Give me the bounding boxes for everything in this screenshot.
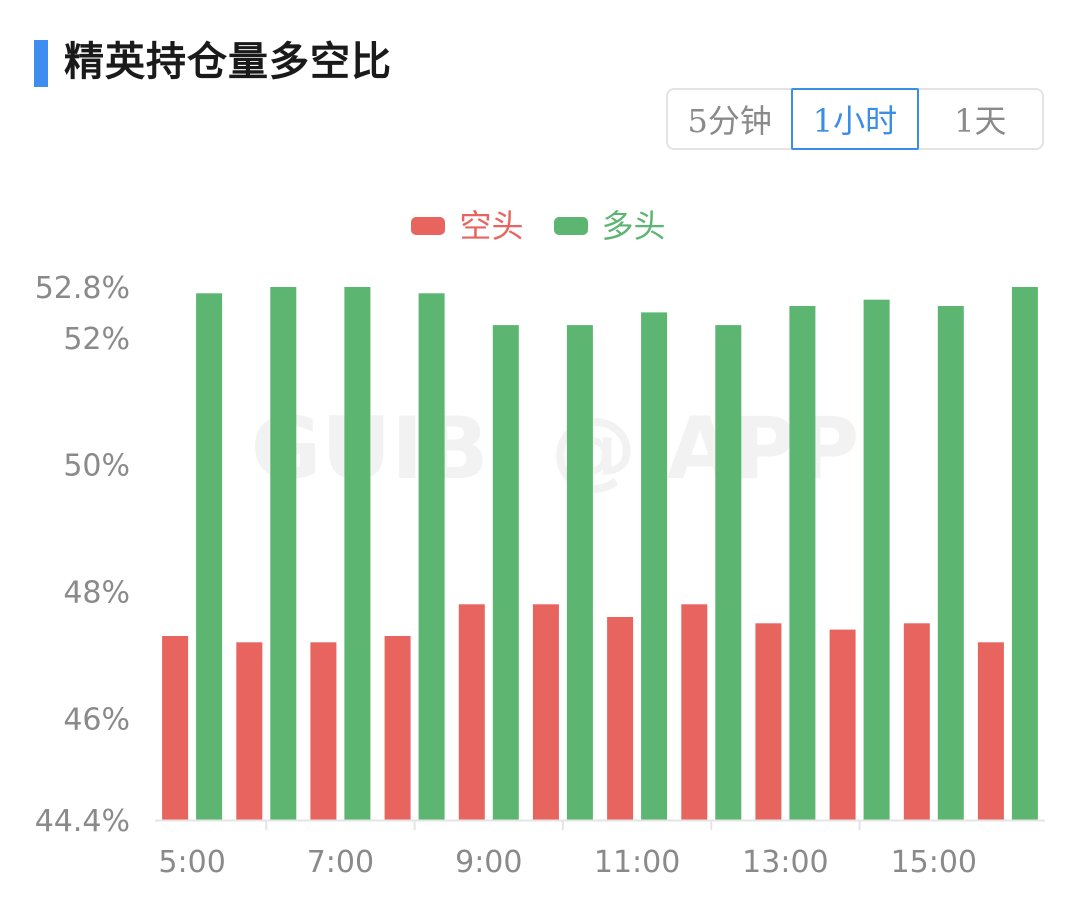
short-bar-1600[interactable] [977,642,1004,820]
long-bar-1600[interactable] [1011,287,1038,820]
long-bar-700[interactable] [344,287,371,820]
long-bar-800[interactable] [418,293,445,820]
legend-label-short: 空头 [459,207,524,245]
x-tick-label: 11:00 [594,845,680,880]
short-bar-1300[interactable] [755,623,782,820]
short-bar-500[interactable] [162,636,189,820]
long-bar-1300[interactable] [789,306,816,820]
long-bar-1100[interactable] [641,312,668,820]
y-tick-label: 48% [63,576,130,611]
period-1day-button[interactable]: 1天 [954,102,1007,140]
short-bar-1100[interactable] [607,617,634,820]
long-bar-1400[interactable] [863,299,890,820]
period-selector: 5分钟 1小时 1天 [666,88,1044,150]
x-tick-label: 7:00 [307,845,374,880]
long-bar-1500[interactable] [937,306,964,820]
watermark-text: GUIBI @ APP [251,399,859,499]
long-bar-1200[interactable] [715,325,742,820]
period-5min-button[interactable]: 5分钟 [687,102,772,140]
short-swatch-icon [411,217,446,235]
short-bar-600[interactable] [236,642,263,820]
y-tick-label: 50% [63,449,130,484]
long-bar-600[interactable] [270,287,297,820]
legend-item-short[interactable]: 空头 [411,204,524,248]
y-tick-label: 44.4% [35,804,130,839]
long-swatch-icon [553,217,588,235]
short-bar-1400[interactable] [829,629,856,820]
long-bar-500[interactable] [196,293,223,820]
x-tick-label: 5:00 [158,845,225,880]
short-bar-900[interactable] [458,604,485,820]
period-1hour-button[interactable]: 1小时 [791,88,919,150]
long-bar-900[interactable] [492,325,519,820]
page-title: 精英持仓量多空比 [64,39,392,85]
long-bar-1000[interactable] [566,325,593,820]
short-bar-800[interactable] [384,636,411,820]
short-bar-700[interactable] [310,642,337,820]
x-tick-label: 13:00 [742,845,828,880]
y-tick-label: 46% [63,703,130,738]
x-tick-label: 15:00 [891,845,977,880]
legend-label-long: 多头 [601,207,666,245]
y-tick-label: 52% [63,322,130,357]
short-bar-1500[interactable] [903,623,930,820]
short-bar-1000[interactable] [532,604,559,820]
title-accent-bar [34,40,48,87]
y-tick-label: 52.8% [35,271,130,306]
legend-item-long[interactable]: 多头 [553,204,666,248]
x-tick-label: 9:00 [455,845,522,880]
chart-legend: 空头 多头 [0,204,1077,248]
short-bar-1200[interactable] [681,604,708,820]
